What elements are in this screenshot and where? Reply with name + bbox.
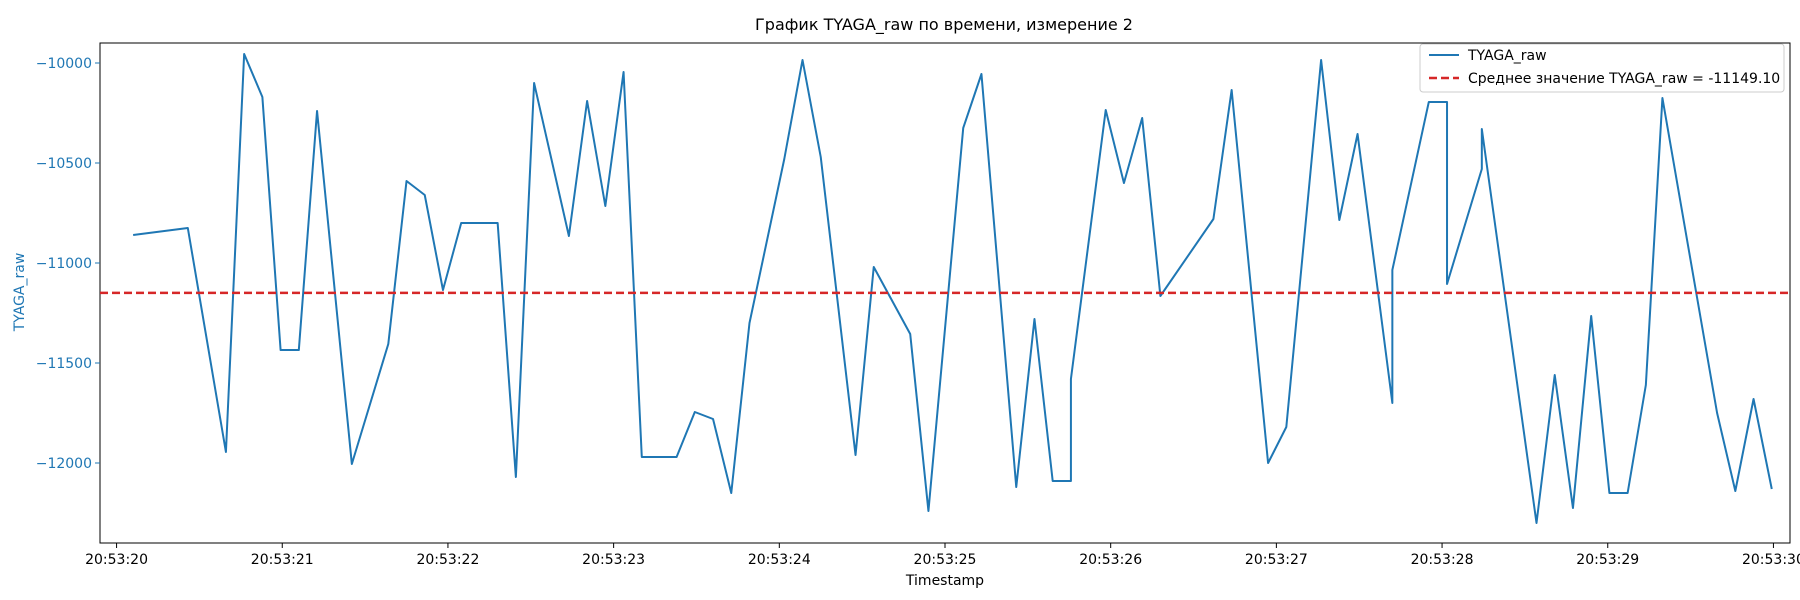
x-tick-label: 20:53:24: [748, 552, 811, 568]
x-tick-label: 20:53:25: [914, 552, 977, 568]
x-tick-label: 20:53:26: [1079, 552, 1142, 568]
x-tick-label: 20:53:28: [1411, 552, 1474, 568]
x-axis: 20:53:20 20:53:21 20:53:22 20:53:23 20:53:24…: [85, 543, 1800, 568]
y-tick-label: −12000: [36, 456, 92, 472]
x-tick-label: 20:53:30: [1742, 552, 1800, 568]
data-layer: [100, 53, 1790, 524]
x-tick-label: 20:53:27: [1245, 552, 1308, 568]
x-tick-label: 20:53:21: [251, 552, 314, 568]
y-tick-label: −11000: [36, 256, 92, 272]
x-tick-label: 20:53:22: [416, 552, 479, 568]
x-tick-label: 20:53:20: [85, 552, 148, 568]
y-tick-label: −11500: [36, 356, 92, 372]
x-tick-label: 20:53:23: [582, 552, 645, 568]
y-axis: −10000 −10500 −11000 −11500 −12000: [36, 56, 100, 472]
legend: TYAGA_raw Среднее значение TYAGA_raw = -…: [1419, 43, 1785, 93]
y-axis-label: TYAGA_raw: [12, 253, 28, 333]
plot-area: [99, 42, 1791, 544]
legend-series-label: TYAGA_raw: [1467, 48, 1547, 64]
y-tick-label: −10000: [36, 56, 92, 72]
x-tick-label: 20:53:29: [1576, 552, 1639, 568]
legend-mean-label: Среднее значение TYAGA_raw = -11149.10: [1468, 71, 1780, 87]
chart-title: График TYAGA_raw по времени, измерение 2: [755, 15, 1133, 35]
legend-box: [1419, 43, 1785, 93]
x-axis-label: Timestamp: [905, 573, 984, 589]
y-tick-label: −10500: [36, 156, 92, 172]
series-line-tyaga-raw: [133, 53, 1773, 524]
